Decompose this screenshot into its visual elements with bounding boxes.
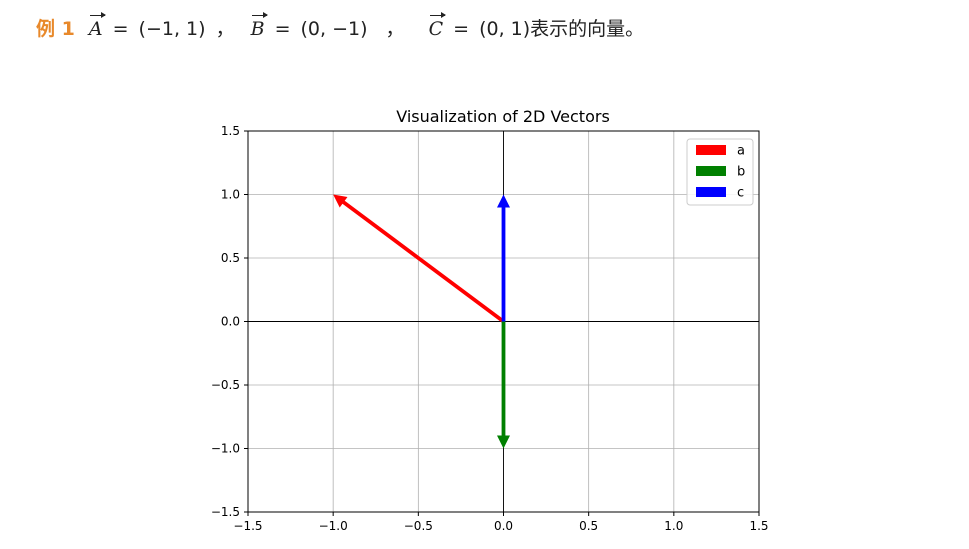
vector-c bbox=[497, 194, 510, 322]
x-tick-label: −0.5 bbox=[404, 519, 433, 533]
equals-sign: = bbox=[274, 18, 291, 40]
vector-a-symbol: A bbox=[88, 12, 106, 40]
x-tick-label: −1.5 bbox=[233, 519, 262, 533]
y-tick-label: 1.0 bbox=[221, 188, 240, 202]
y-tick-label: −1.0 bbox=[211, 442, 240, 456]
separator: ， bbox=[215, 18, 235, 40]
legend-swatch-b bbox=[696, 166, 726, 176]
legend-label-a: a bbox=[737, 144, 745, 159]
y-tick-label: 1.5 bbox=[221, 124, 240, 138]
vector-a-value: (−1, 1) bbox=[138, 18, 206, 40]
y-tick-label: −0.5 bbox=[211, 378, 240, 392]
legend-swatch-a bbox=[696, 145, 726, 155]
equals-sign: = bbox=[112, 18, 129, 40]
vector-b bbox=[497, 321, 510, 449]
x-tick-label: 1.5 bbox=[749, 519, 768, 533]
y-tick-label: 0.5 bbox=[221, 251, 240, 265]
vector-b-symbol: B bbox=[250, 12, 268, 40]
vector-c-value: (0, 1) bbox=[479, 18, 531, 40]
legend: abc bbox=[686, 138, 754, 206]
example-tag: 例 1 bbox=[36, 18, 75, 40]
separator: ， bbox=[385, 18, 405, 40]
ticks: −1.5 −1.0 −0.5 0.0 0.5 1.0 1.5 −1.5 −1.0 −0.5 0.0 0… bbox=[211, 124, 769, 533]
x-tick-label: 1.0 bbox=[664, 519, 683, 533]
x-tick-label: 0.5 bbox=[579, 519, 598, 533]
vector-c-symbol: C bbox=[428, 12, 446, 40]
y-tick-label: −1.5 bbox=[211, 505, 240, 519]
legend-label-b: b bbox=[737, 165, 745, 180]
x-tick-label: 0.0 bbox=[494, 519, 513, 533]
suffix-text: 表示的向量。 bbox=[530, 18, 645, 40]
legend-label-c: c bbox=[737, 186, 744, 201]
equals-sign: = bbox=[453, 18, 470, 40]
example-statement: 例 1 A = (−1, 1) ， B = (0, −1) ， C = (0, 1)表示的向量。 bbox=[36, 12, 645, 41]
chart-title: Visualization of 2D Vectors bbox=[396, 107, 610, 126]
legend-swatch-c bbox=[696, 187, 726, 197]
vector-b-value: (0, −1) bbox=[300, 18, 368, 40]
x-tick-label: −1.0 bbox=[319, 519, 348, 533]
vector-a bbox=[333, 194, 505, 324]
vectors bbox=[333, 194, 510, 449]
y-tick-label: 0.0 bbox=[221, 315, 240, 329]
